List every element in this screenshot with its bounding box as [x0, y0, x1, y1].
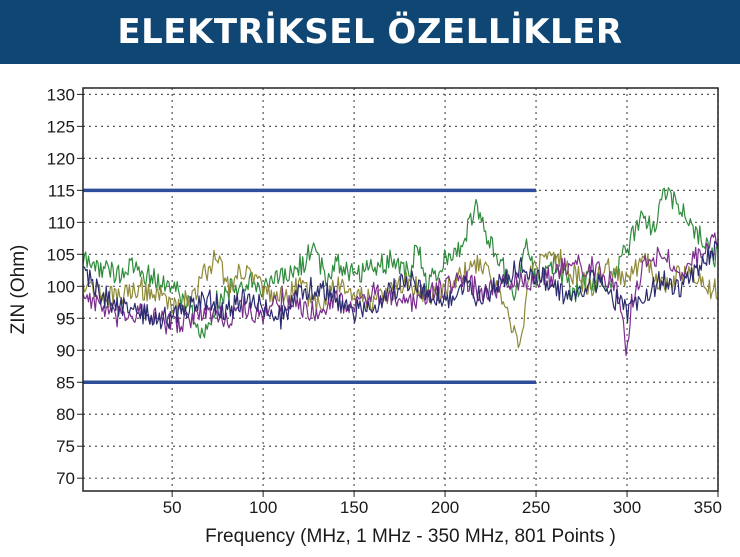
x-tick-label: 300 — [613, 498, 641, 517]
banner-title: ELEKTRİKSEL ÖZELLİKLER — [117, 12, 623, 52]
y-tick-label: 105 — [47, 245, 75, 264]
y-tick-label: 115 — [48, 181, 75, 200]
y-tick-label: 85 — [56, 373, 75, 392]
x-tick-label: 50 — [163, 498, 182, 517]
y-tick-label: 75 — [56, 437, 75, 456]
y-tick-label: 70 — [56, 469, 75, 488]
y-tick-label: 90 — [56, 341, 75, 360]
header-banner: ELEKTRİKSEL ÖZELLİKLER — [0, 0, 740, 64]
limit-lines — [83, 188, 537, 385]
impedance-chart: 70 75 80 85 90 95 100 105 110 115 120 125 130 50 100 1… — [8, 85, 722, 547]
y-tick-label: 125 — [47, 117, 75, 136]
plot-frame — [82, 87, 719, 492]
y-tick-label: 110 — [48, 213, 75, 232]
y-tick-label: 80 — [56, 405, 75, 424]
x-tick-label: 100 — [249, 498, 277, 517]
x-tick-labels: 50 100 150 200 250 300 350 — [163, 491, 722, 517]
y-tick-label: 95 — [56, 309, 75, 328]
series-line-3 — [82, 232, 719, 357]
series-lines — [82, 187, 719, 357]
x-tick-label: 250 — [522, 498, 550, 517]
grid-lines — [83, 88, 719, 491]
x-tick-label: 150 — [340, 498, 368, 517]
x-tick-label: 350 — [694, 498, 722, 517]
y-axis-label: ZIN (Ohm) — [8, 245, 29, 335]
y-tick-label: 100 — [47, 277, 75, 296]
y-tick-label: 120 — [47, 149, 75, 168]
y-tick-labels: 70 75 80 85 90 95 100 105 110 115 120 125 130 — [47, 85, 83, 488]
x-tick-label: 200 — [431, 498, 459, 517]
series-line-4 — [82, 240, 719, 330]
x-axis-label: Frequency (MHz, 1 MHz - 350 MHz, 801 Poi… — [205, 526, 616, 547]
series-line-1 — [82, 187, 718, 339]
y-tick-label: 130 — [47, 85, 75, 104]
